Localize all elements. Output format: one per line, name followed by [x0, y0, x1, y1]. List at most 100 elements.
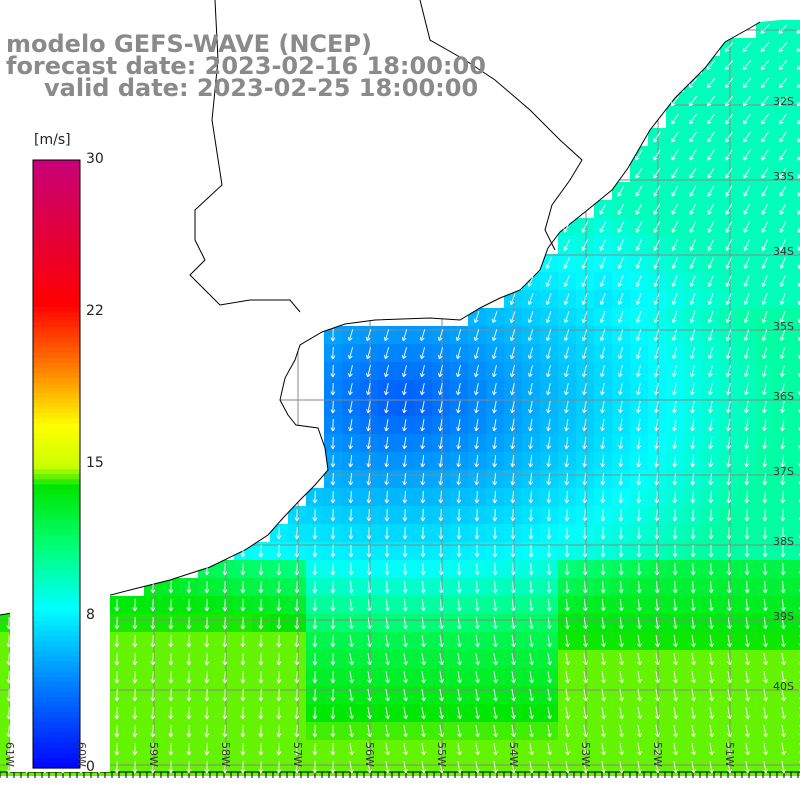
wind-cell: [792, 704, 800, 722]
wind-arrow: [760, 60, 770, 71]
wind-arrow: [725, 365, 731, 378]
wind-arrow: [529, 653, 534, 666]
wind-arrow: [529, 743, 534, 756]
wind-arrow: [330, 652, 336, 666]
wind-arrow: [708, 562, 714, 576]
wind-arrow: [600, 544, 606, 558]
wind-arrow: [654, 562, 660, 576]
wind-arrow: [581, 329, 588, 342]
wind-arrow: [724, 77, 734, 89]
wind-arrow: [510, 544, 516, 558]
wind-arrow: [654, 526, 660, 540]
wind-arrow: [743, 239, 750, 251]
colorbar-segment: [33, 712, 80, 718]
wind-arrow: [186, 742, 192, 756]
wind-arrow: [635, 149, 643, 161]
wind-arrow: [583, 653, 588, 666]
wind-arrow: [564, 598, 570, 612]
wind-arrow: [222, 634, 228, 648]
wind-arrow: [708, 490, 714, 504]
wind-arrow: [240, 706, 246, 720]
wind-arrow: [456, 508, 462, 522]
wind-arrow: [654, 436, 660, 450]
wind-arrow: [743, 221, 751, 233]
wind-arrow: [599, 311, 606, 324]
wind-arrow: [186, 688, 192, 702]
colorbar-segment: [33, 722, 80, 729]
colorbar-segment: [33, 418, 80, 425]
wind-arrow: [312, 706, 318, 720]
wind-arrow: [312, 526, 318, 540]
colorbar-segment: [33, 433, 80, 440]
wind-arrow: [689, 167, 697, 179]
colorbar-segment: [33, 377, 80, 384]
wind-arrow: [672, 454, 678, 468]
wind-arrow: [222, 670, 228, 684]
wind-arrow: [798, 571, 800, 574]
wind-arrow: [276, 616, 282, 630]
wind-arrow: [367, 743, 372, 756]
colorbar-segment: [33, 504, 80, 511]
wind-arrow: [349, 761, 354, 774]
wind-arrow: [403, 761, 408, 774]
wind-arrow: [563, 311, 570, 324]
wind-arrow: [348, 616, 354, 630]
wind-arrow: [294, 508, 300, 522]
wind-arrow: [402, 472, 408, 486]
wind-arrow: [347, 365, 353, 378]
wind-arrow: [670, 95, 679, 107]
longitude-label: 55W: [435, 742, 448, 767]
wind-arrow: [672, 598, 678, 612]
wind-arrow: [330, 382, 336, 396]
wind-arrow: [276, 724, 282, 738]
colorbar-segment: [33, 403, 80, 409]
longitude-label: 59W: [147, 742, 160, 767]
wind-arrow: [743, 275, 750, 287]
wind-arrow: [565, 743, 570, 756]
colorbar-segment: [33, 352, 80, 359]
wind-arrow: [547, 725, 552, 738]
wind-arrow: [510, 580, 516, 594]
colorbar-segment: [33, 205, 80, 212]
wind-arrow: [403, 743, 408, 756]
wind-cell: [792, 38, 800, 56]
wind-arrow: [258, 760, 264, 774]
wind-arrow: [655, 725, 660, 738]
wind-arrow: [366, 526, 372, 540]
wind-cell: [792, 362, 800, 380]
wind-arrow: [474, 562, 480, 576]
wind-arrow: [673, 761, 678, 774]
latitude-label: 36S: [773, 390, 794, 403]
wind-arrow: [761, 149, 769, 161]
wind-arrow: [330, 670, 336, 684]
wind-arrow: [348, 436, 354, 450]
wind-arrow: [384, 616, 390, 630]
wind-arrow: [348, 544, 354, 558]
wind-arrow: [726, 383, 731, 396]
wind-arrow: [276, 580, 282, 594]
wind-arrow: [366, 490, 372, 504]
wind-arrow: [582, 383, 587, 396]
wind-arrow: [114, 688, 120, 702]
wind-arrow: [294, 688, 300, 702]
wind-arrow: [707, 167, 715, 179]
colorbar-segment: [33, 413, 80, 419]
wind-arrow: [762, 436, 768, 450]
wind-arrow: [725, 257, 732, 269]
wind-arrow: [726, 598, 732, 612]
wind-arrow: [456, 490, 462, 504]
wind-arrow: [635, 329, 642, 342]
wind-arrow: [618, 383, 623, 396]
wind-arrow: [456, 598, 462, 612]
wind-arrow: [509, 293, 516, 305]
wind-arrow: [617, 311, 624, 324]
wind-cell: [792, 74, 800, 92]
wind-arrow: [509, 311, 516, 324]
wind-arrow: [618, 508, 624, 522]
wind-arrow: [348, 508, 354, 522]
wind-arrow: [349, 743, 354, 756]
wind-arrow: [708, 454, 714, 468]
wind-arrow: [276, 598, 282, 612]
wind-arrow: [780, 508, 786, 522]
wind-arrow: [510, 526, 516, 540]
